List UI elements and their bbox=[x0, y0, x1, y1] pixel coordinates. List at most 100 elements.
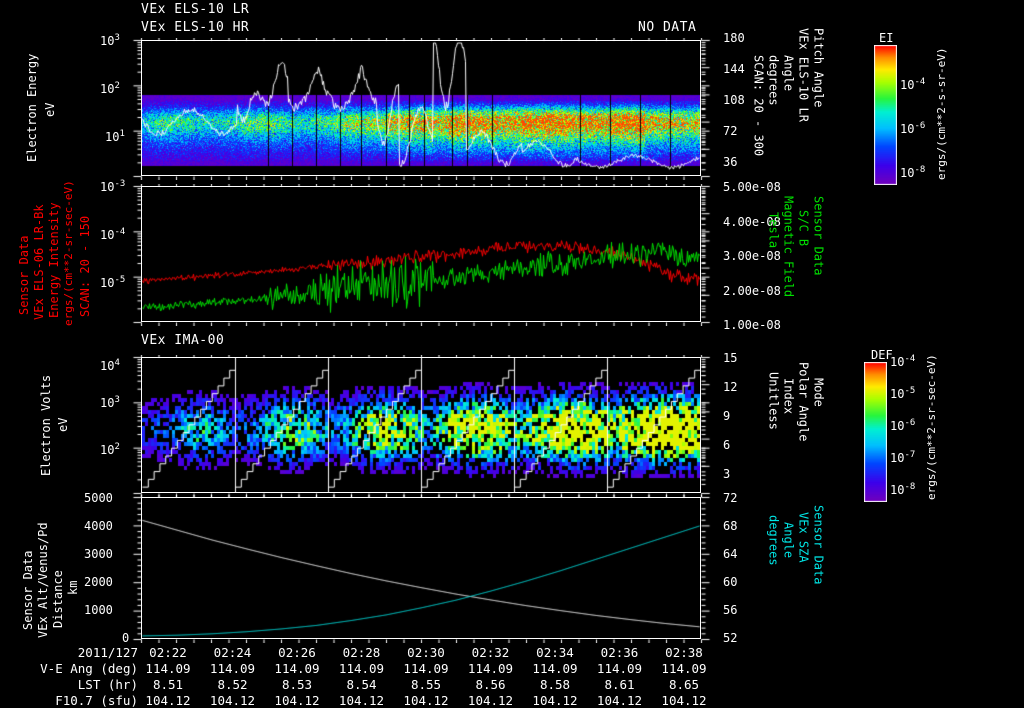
panel3-cb-tick-4: 10-7 bbox=[890, 450, 916, 465]
table-cell-time-6: 02:34 bbox=[536, 645, 574, 660]
table-cell-f107-6: 104.12 bbox=[532, 693, 578, 708]
table-cell-f107-8: 104.12 bbox=[661, 693, 707, 708]
table-cell-time-8: 02:38 bbox=[665, 645, 703, 660]
panel1-title-lr: VEx ELS-10 LR bbox=[141, 2, 250, 17]
table-row-label-0: 2011/127 bbox=[77, 645, 138, 660]
panel4-left-label-3: Distance bbox=[51, 570, 65, 628]
table-row-label-3: F10.7 (sfu) bbox=[55, 693, 138, 708]
time-info-table: 2011/127 V-E Ang (deg) LST (hr) F10.7 (sfu)… bbox=[0, 645, 1024, 708]
table-cell-time-5: 02:32 bbox=[471, 645, 510, 660]
panel3-ytick-3: 102 bbox=[100, 442, 120, 457]
panel4-rtick-68: 68 bbox=[723, 519, 738, 533]
table-cell-time-2: 02:26 bbox=[278, 645, 316, 660]
panel3-rtick-6: 6 bbox=[723, 438, 731, 452]
panel3-cb-tick-3: 10-6 bbox=[890, 418, 916, 433]
panel2-left-label-4: ergs/(cm**2-sr-sec-eV) bbox=[62, 180, 75, 326]
panel4-rtick-64: 64 bbox=[723, 547, 738, 561]
table-cell-lst-8: 8.65 bbox=[668, 677, 700, 692]
panel1-right-axis-label-4: degrees bbox=[766, 55, 781, 106]
panel3-right-label-3: Index bbox=[781, 378, 796, 415]
table-cell-time-1: 02:24 bbox=[213, 645, 252, 660]
table-cell-ve-ang-1: 114.09 bbox=[209, 661, 256, 676]
panel2-left-label-2: VEx ELS-06 LR-Bk bbox=[32, 204, 46, 320]
panel1-right-axis-label-3: Angle bbox=[781, 55, 796, 92]
panel4-rtick-52: 52 bbox=[723, 631, 738, 645]
table-cell-ve-ang-4: 114.09 bbox=[403, 661, 449, 676]
panel3-ytick-1: 104 bbox=[100, 358, 120, 373]
table-cell-f107-4: 104.12 bbox=[403, 693, 449, 708]
table-cell-f107-3: 104.12 bbox=[338, 693, 385, 708]
panel2-ytick-1: 10-3 bbox=[100, 179, 126, 194]
panel4-left-label-1: Sensor Data bbox=[21, 550, 35, 630]
table-cell-ve-ang-7: 114.09 bbox=[596, 661, 643, 676]
panel4-ytick-2000: 2000 bbox=[84, 575, 113, 589]
panel3-cb-tick-1: 10-4 bbox=[890, 354, 916, 369]
table-cell-lst-0: 8.51 bbox=[152, 677, 184, 692]
panel1-left-axis-label: Electron Energy bbox=[25, 53, 39, 163]
panel2-rtick-2: 4.00e-08 bbox=[723, 215, 781, 229]
panel1-rtick-36: 36 bbox=[723, 155, 738, 169]
panel1-rtick-144: 144 bbox=[723, 62, 745, 76]
table-cell-ve-ang-3: 114.09 bbox=[338, 661, 385, 676]
panel3-cb-tick-5: 10-8 bbox=[890, 482, 916, 497]
table-cell-ve-ang-2: 114.09 bbox=[274, 661, 320, 676]
panel1-cb-tick-1: 10-4 bbox=[900, 77, 926, 92]
panel3-right-label-1: Mode bbox=[811, 378, 826, 407]
panel1-cb-tick-2: 10-6 bbox=[900, 121, 926, 136]
table-cell-f107-2: 104.12 bbox=[274, 693, 320, 708]
table-cell-lst-6: 8.58 bbox=[539, 677, 571, 692]
table-cell-time-3: 02:28 bbox=[342, 645, 381, 660]
panel1-colorbar-title: EI bbox=[879, 31, 894, 45]
panel4-ytick-3000: 3000 bbox=[84, 547, 113, 561]
table-cell-lst-5: 8.56 bbox=[475, 677, 506, 692]
panel3-left-axis-label: Electron Volts bbox=[39, 374, 53, 476]
panel2-ytick-2: 10-4 bbox=[100, 227, 126, 242]
panel1-left-axis-units: eV bbox=[43, 102, 57, 118]
table-cell-lst-3: 8.54 bbox=[346, 677, 377, 692]
panel3-rtick-15: 15 bbox=[723, 351, 738, 365]
panel4-right-label-3: Angle bbox=[781, 522, 796, 559]
table-cell-time-0: 02:22 bbox=[149, 645, 187, 660]
panel3-cb-tick-2: 10-5 bbox=[890, 386, 916, 401]
panel2-axis-ticks bbox=[131, 184, 721, 326]
panel3-colorbar bbox=[864, 362, 887, 502]
panel2-rtick-1: 5.00e-08 bbox=[723, 180, 781, 194]
panel1-colorbar bbox=[874, 45, 897, 185]
panel1-ytick-10: 101 bbox=[105, 129, 125, 144]
panel4-ytick-4000: 4000 bbox=[84, 519, 113, 533]
panel3-colorbar-title: DEF bbox=[871, 348, 893, 362]
panel3-right-label-4: Unitless bbox=[766, 372, 781, 430]
table-cell-lst-4: 8.55 bbox=[410, 677, 442, 692]
panel4-right-label-2: VEx SZA bbox=[796, 512, 811, 563]
panel4-left-label-4: km bbox=[66, 580, 80, 595]
panel4-ytick-1000: 1000 bbox=[84, 603, 113, 617]
table-cell-time-7: 02:36 bbox=[600, 645, 639, 660]
table-cell-f107-1: 104.12 bbox=[209, 693, 256, 708]
panel2-left-label-3: Energy Intensity bbox=[47, 202, 61, 318]
panel3-rtick-3: 3 bbox=[723, 467, 731, 481]
panel3-left-axis-units: eV bbox=[56, 417, 70, 433]
table-cell-f107-0: 104.12 bbox=[145, 693, 191, 708]
panel2-left-label-5: SCAN: 20 - 150 bbox=[78, 215, 92, 317]
panel2-right-label-1: Sensor Data bbox=[811, 196, 826, 276]
panel3-ytick-2: 103 bbox=[100, 395, 120, 410]
panel4-ytick-5000: 5000 bbox=[84, 491, 113, 505]
panel1-ytick-1000: 103 bbox=[100, 33, 120, 48]
table-row-label-2: LST (hr) bbox=[77, 677, 138, 692]
panel1-right-axis-label-1: Pitch Angle bbox=[811, 28, 826, 108]
panel4-left-label-2: VEx Alt/Venus/Pd bbox=[36, 522, 50, 638]
table-cell-f107-7: 104.12 bbox=[596, 693, 643, 708]
panel3-title: VEx IMA-00 bbox=[141, 333, 225, 348]
panel1-title-hr: VEx ELS-10 HR bbox=[141, 20, 250, 35]
panel2-rtick-4: 2.00e-08 bbox=[723, 284, 781, 298]
panel2-rtick-3: 3.00e-08 bbox=[723, 249, 781, 263]
table-cell-lst-2: 8.53 bbox=[281, 677, 313, 692]
panel2-ytick-3: 10-5 bbox=[100, 275, 126, 290]
panel4-right-label-1: Sensor Data bbox=[811, 505, 826, 585]
panel4-rtick-56: 56 bbox=[723, 603, 738, 617]
table-cell-f107-5: 104.12 bbox=[467, 693, 514, 708]
table-cell-ve-ang-6: 114.09 bbox=[532, 661, 578, 676]
table-cell-lst-7: 8.61 bbox=[604, 677, 635, 692]
panel2-right-label-4: Tesla bbox=[766, 212, 781, 249]
